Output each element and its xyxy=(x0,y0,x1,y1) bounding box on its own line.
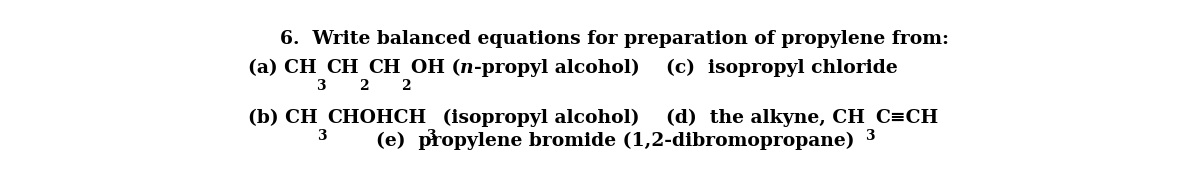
Text: 2: 2 xyxy=(359,79,368,93)
Text: (isopropyl alcohol): (isopropyl alcohol) xyxy=(436,109,640,127)
Text: (c)  isopropyl chloride: (c) isopropyl chloride xyxy=(666,59,898,77)
Text: (e)  propylene bromide (1,2-dibromopropane): (e) propylene bromide (1,2-dibromopropan… xyxy=(376,131,854,150)
Text: OH (: OH ( xyxy=(410,59,460,77)
Text: CH: CH xyxy=(326,59,359,77)
Text: 3: 3 xyxy=(317,79,326,93)
Text: CH: CH xyxy=(368,59,401,77)
Text: (d)  the alkyne, CH: (d) the alkyne, CH xyxy=(666,109,865,127)
Text: 3: 3 xyxy=(865,129,875,143)
Text: C≡CH: C≡CH xyxy=(875,109,938,127)
Text: (b) CH: (b) CH xyxy=(247,109,317,127)
Text: 3: 3 xyxy=(317,129,328,143)
Text: CHOHCH: CHOHCH xyxy=(328,109,426,127)
Text: 3: 3 xyxy=(426,129,436,143)
Text: n: n xyxy=(460,59,474,77)
Text: -propyl alcohol): -propyl alcohol) xyxy=(474,59,640,77)
Text: (a) CH: (a) CH xyxy=(247,59,317,77)
Text: 6.  Write balanced equations for preparation of propylene from:: 6. Write balanced equations for preparat… xyxy=(281,30,949,48)
Text: 2: 2 xyxy=(401,79,410,93)
